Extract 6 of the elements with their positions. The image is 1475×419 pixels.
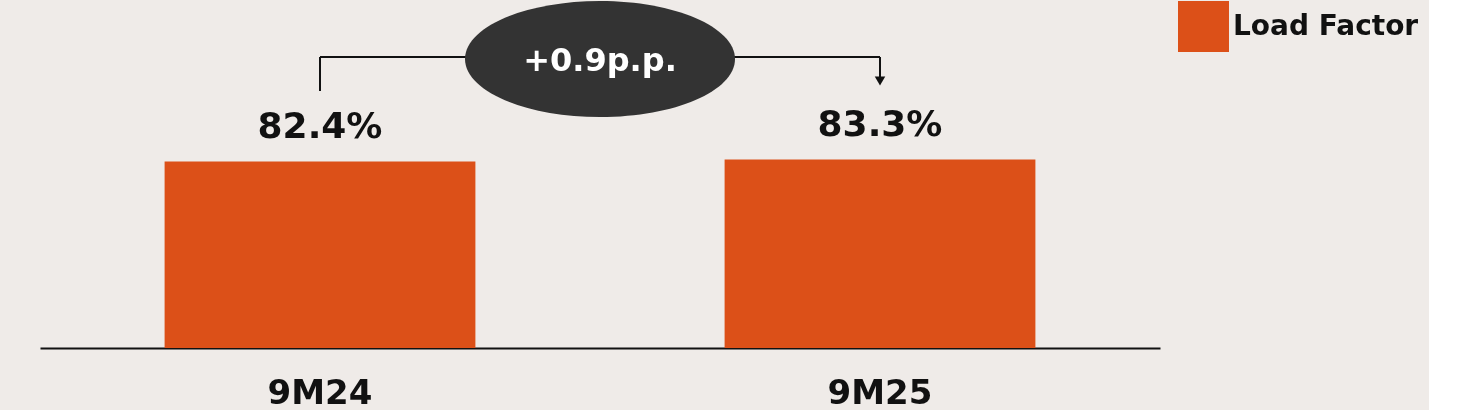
data-label: 82.4%: [257, 105, 383, 147]
x-tick-label: 9M25: [827, 371, 933, 412]
legend-label: Load Factor: [1233, 8, 1419, 42]
text: +0.9p.p.: [523, 41, 677, 79]
x-tick-label: 9M24: [267, 371, 373, 412]
data-label: 83.3%: [817, 103, 943, 145]
